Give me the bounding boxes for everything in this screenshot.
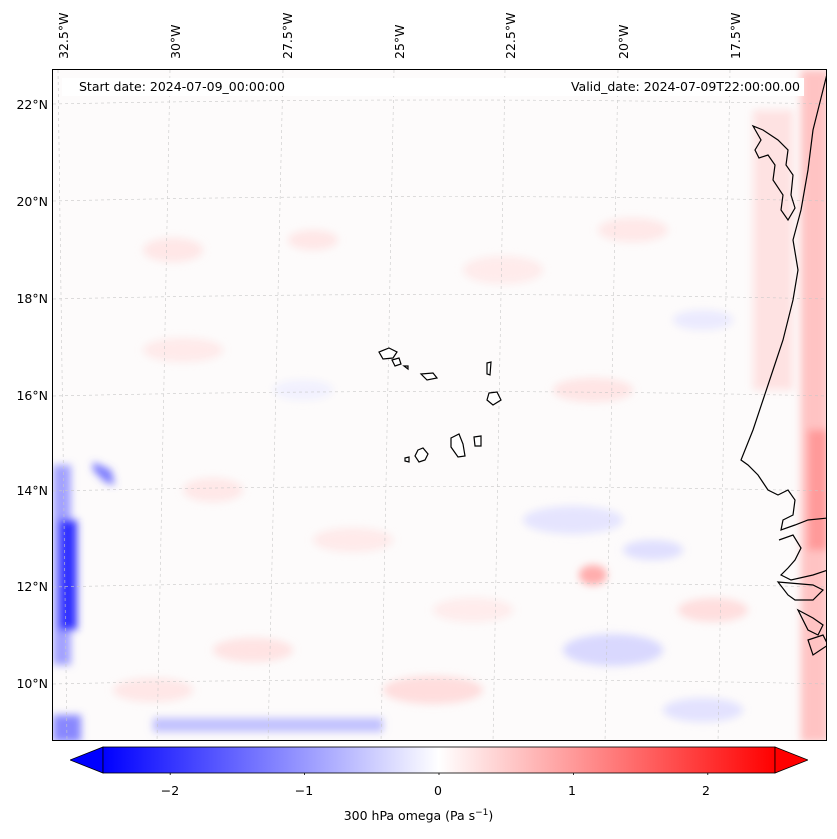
colorbar-tick-label: −1 (294, 783, 314, 798)
colorbar-body (102, 746, 776, 774)
date-info-bar (62, 78, 804, 96)
lat-label-22n: 22°N (16, 97, 48, 112)
coastlines (740, 75, 826, 656)
graticule (53, 70, 826, 740)
colorbar-tick-label: 1 (568, 783, 576, 798)
lon-label-25w: 25°W (392, 24, 407, 59)
colorbar-extend-max (774, 746, 808, 774)
lon-label-27-5w: 27.5°W (280, 12, 295, 59)
map-panel (52, 69, 827, 741)
lat-label-20n: 20°N (16, 194, 48, 209)
colorbar-tick-label: 0 (434, 783, 442, 798)
lon-label-30w: 30°W (168, 24, 183, 59)
lon-label-17-5w: 17.5°W (728, 12, 743, 59)
lat-label-14n: 14°N (16, 483, 48, 498)
omega-field (53, 70, 826, 740)
cape-verde-islands (378, 347, 502, 463)
lon-label-20w: 20°W (616, 24, 631, 59)
lat-label-10n: 10°N (16, 676, 48, 691)
start-date-label: Start date: 2024-07-09_00:00:00 (79, 79, 285, 94)
field-background (53, 70, 826, 740)
colorbar-title: 300 hPa omega (Pa s−1) (0, 808, 837, 823)
valid-date-label: Valid_date: 2024-07-09T22:00:00.00 (570, 79, 800, 94)
lon-label-32-5w: 32.5°W (56, 12, 71, 59)
lat-label-16n: 16°N (16, 388, 48, 403)
omega-map (53, 70, 826, 740)
colorbar-ticks (169, 773, 709, 775)
colorbar-title-text: 300 hPa omega (Pa s (343, 808, 476, 824)
lat-label-18n: 18°N (16, 291, 48, 306)
colorbar-tick-label: 2 (702, 783, 710, 798)
lat-label-12n: 12°N (16, 579, 48, 594)
lon-label-22-5w: 22.5°W (503, 12, 518, 59)
colorbar (70, 746, 808, 775)
colorbar-title-suffix: ) (488, 808, 494, 824)
colorbar-title-exponent: −1 (475, 808, 489, 818)
colorbar-tick-label: −2 (160, 783, 180, 798)
colorbar-extend-min (70, 746, 104, 774)
